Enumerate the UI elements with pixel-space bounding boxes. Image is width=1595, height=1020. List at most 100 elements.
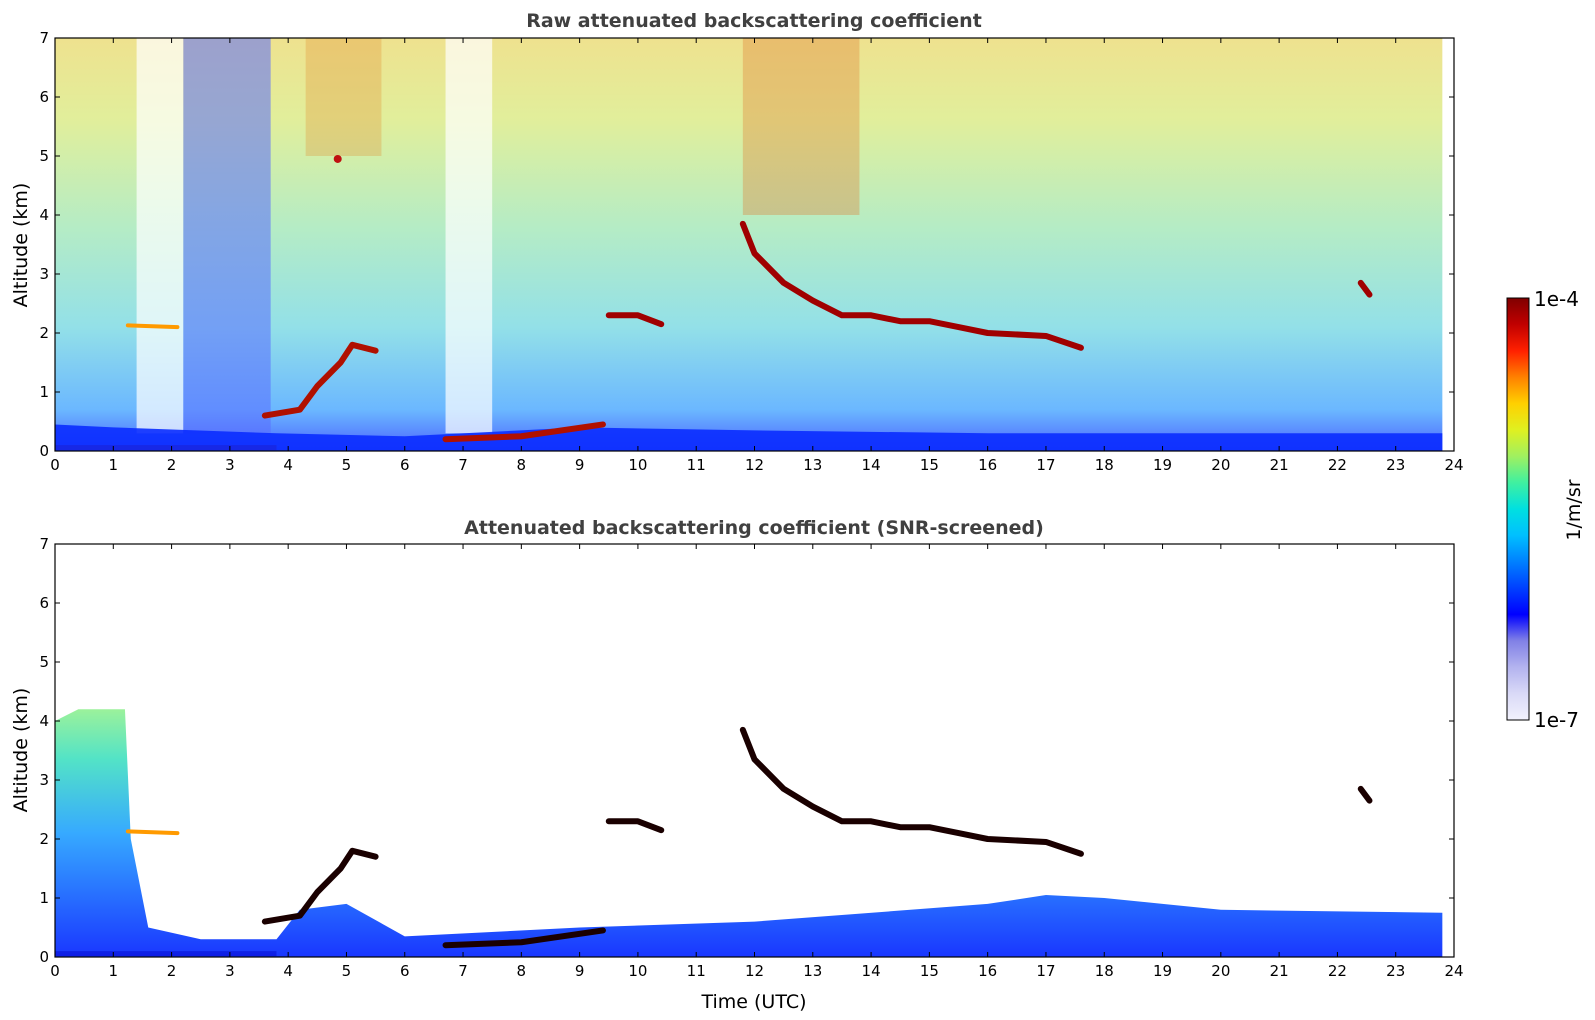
x-tick-label: 10 (628, 962, 647, 980)
x-tick-label: 24 (1444, 962, 1463, 980)
x-tick-label: 2 (167, 456, 177, 474)
panel-raw-low-signal-column (445, 38, 493, 434)
colorbar: 1e-4 1e-7 1/m/sr (1506, 287, 1585, 732)
colorbar-min-label: 1e-7 (1534, 708, 1579, 732)
panel-raw-xticks: 0 1 2 3 4 5 6 7 8 9 10 11 12 13 14 15 16 17 18 19 20 21 22 23 24 (50, 38, 1464, 474)
x-tick-label: 15 (920, 962, 939, 980)
panel-raw-low-signal-column (136, 38, 184, 434)
x-tick-label: 16 (978, 456, 997, 474)
x-tick-label: 6 (400, 962, 410, 980)
panel-raw-low-signal-column (183, 38, 271, 434)
x-tick-label: 1 (109, 456, 119, 474)
boundary-layer (55, 709, 1443, 957)
cloud-layer (739, 726, 1084, 857)
x-tick-label: 21 (1270, 456, 1289, 474)
panel-screened-frame (54, 543, 1455, 958)
y-tick-label: 5 (39, 147, 49, 165)
x-tick-label: 14 (862, 456, 881, 474)
x-tick-label: 22 (1328, 962, 1347, 980)
rising-layer (261, 341, 379, 419)
x-tick-label: 0 (50, 962, 60, 980)
panel-raw-high-noise-band (305, 38, 382, 156)
cloud-layer (605, 818, 665, 834)
y-tick-label: 1 (39, 383, 49, 401)
x-tick-label: 5 (342, 456, 352, 474)
x-tick-label: 6 (400, 456, 410, 474)
x-tick-label: 12 (745, 456, 764, 474)
x-tick-label: 15 (920, 456, 939, 474)
x-tick-label: 16 (978, 962, 997, 980)
panel-screened-ylabel: Altitude (km) (10, 688, 32, 813)
x-tick-label: 10 (628, 456, 647, 474)
x-tick-label: 22 (1328, 456, 1347, 474)
x-tick-label: 13 (803, 456, 822, 474)
x-tick-label: 18 (1095, 962, 1114, 980)
colorbar-units-label: 1/m/sr (1563, 479, 1585, 540)
x-tick-label: 8 (517, 962, 527, 980)
y-tick-label: 6 (39, 88, 49, 106)
panel-screened-xlabel: Time (UTC) (700, 991, 806, 1013)
x-tick-label: 4 (283, 456, 293, 474)
y-tick-label: 0 (39, 948, 49, 966)
x-tick-label: 3 (225, 962, 235, 980)
cloud-layer (605, 312, 665, 328)
x-tick-label: 9 (575, 962, 585, 980)
cloud-fragment (1357, 785, 1373, 804)
x-tick-label: 7 (458, 962, 468, 980)
aerosol-layer (125, 323, 180, 330)
x-tick-label: 23 (1386, 962, 1405, 980)
y-tick-label: 2 (39, 324, 49, 342)
x-tick-label: 17 (1036, 962, 1055, 980)
panel-raw: Raw attenuated backscattering coefficien… (10, 10, 1464, 474)
y-tick-label: 4 (39, 712, 49, 730)
x-tick-label: 17 (1036, 456, 1055, 474)
y-tick-label: 2 (39, 830, 49, 848)
x-tick-label: 23 (1386, 456, 1405, 474)
x-tick-label: 24 (1444, 456, 1463, 474)
rising-layer (442, 421, 606, 443)
x-tick-label: 7 (458, 456, 468, 474)
x-tick-label: 2 (167, 962, 177, 980)
y-tick-label: 6 (39, 594, 49, 612)
panel-screened-plot (55, 709, 1443, 957)
x-tick-label: 19 (1153, 456, 1172, 474)
cloud-fragment (1357, 279, 1373, 298)
y-tick-label: 7 (39, 29, 49, 47)
panel-raw-plot (55, 38, 1443, 451)
panel-raw-high-noise-band (742, 38, 860, 215)
x-tick-label: 0 (50, 456, 60, 474)
x-tick-label: 11 (687, 962, 706, 980)
y-tick-label: 0 (39, 442, 49, 460)
aerosol-layer (125, 829, 180, 836)
x-tick-label: 4 (283, 962, 293, 980)
x-tick-label: 8 (517, 456, 527, 474)
y-tick-label: 5 (39, 653, 49, 671)
x-tick-label: 13 (803, 962, 822, 980)
x-tick-label: 14 (862, 962, 881, 980)
panel-screened-xticks: 0 1 2 3 4 5 6 7 8 9 10 11 12 13 14 15 16 17 18 19 20 21 22 23 24 (50, 544, 1464, 980)
x-tick-label: 21 (1270, 962, 1289, 980)
x-tick-label: 11 (687, 456, 706, 474)
panel-raw-ylabel: Altitude (km) (10, 183, 32, 308)
y-tick-label: 4 (39, 206, 49, 224)
cloud-layer (739, 220, 1084, 351)
y-tick-label: 1 (39, 889, 49, 907)
panel-screened-title: Attenuated backscattering coefficient (S… (464, 517, 1044, 539)
aerosol-spot (333, 154, 342, 163)
x-tick-label: 20 (1211, 456, 1230, 474)
x-tick-label: 5 (342, 962, 352, 980)
x-tick-label: 18 (1095, 456, 1114, 474)
x-tick-label: 12 (745, 962, 764, 980)
x-tick-label: 19 (1153, 962, 1172, 980)
panel-screened: Attenuated backscattering coefficient (S… (10, 517, 1464, 1013)
colorbar-gradient (1506, 297, 1530, 721)
x-tick-label: 9 (575, 456, 585, 474)
panel-raw-yticks: 0 1 2 3 4 5 6 7 (39, 29, 1454, 460)
y-tick-label: 7 (39, 535, 49, 553)
x-tick-label: 20 (1211, 962, 1230, 980)
panel-screened-yticks: 0 1 2 3 4 5 6 7 (39, 535, 1454, 966)
y-tick-label: 3 (39, 265, 49, 283)
y-tick-label: 3 (39, 771, 49, 789)
rising-layer (261, 847, 379, 925)
